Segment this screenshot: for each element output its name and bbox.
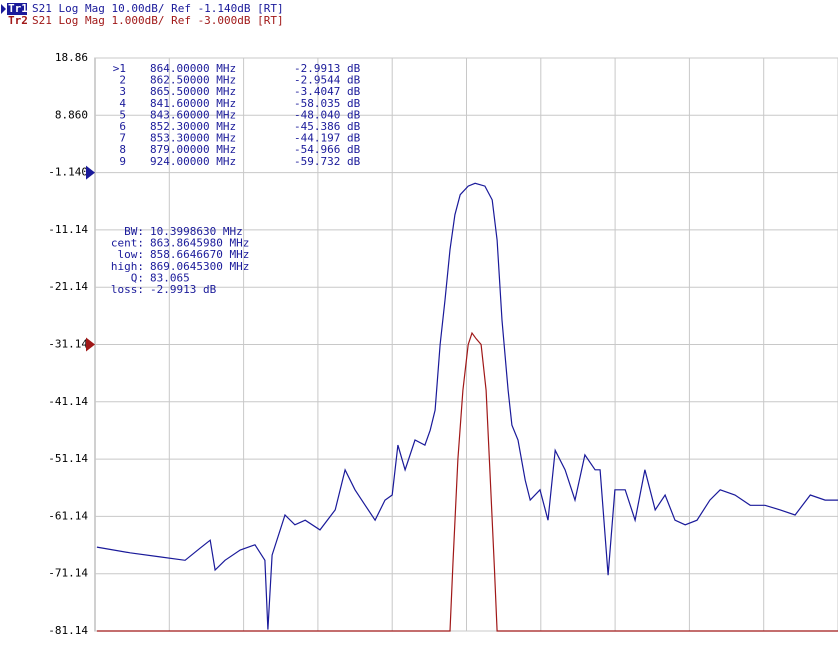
marker-value: -54.966 dB <box>294 143 361 156</box>
marker-value: -45.386 dB <box>294 120 361 133</box>
trace-line <box>96 331 838 632</box>
stat-label: low: <box>118 248 145 261</box>
trace-info: S21 Log Mag 1.000dB/ Ref -3.000dB [RT] <box>32 14 284 27</box>
y-tick-label: -31.14 <box>48 338 88 351</box>
reference-arrow <box>86 165 95 180</box>
marker-value: -58.035 dB <box>294 97 361 110</box>
y-tick-label: -21.14 <box>48 280 88 293</box>
active-trace-box <box>7 3 27 15</box>
marker-value: -3.4047 dB <box>294 85 361 98</box>
marker-id: 4 <box>119 97 126 110</box>
marker-id: 9 <box>119 155 126 168</box>
marker-id: 6 <box>119 120 126 133</box>
trace-name: Tr2 <box>8 14 28 27</box>
marker-frequency: 865.50000 MHz <box>150 85 236 98</box>
stat-label: cent: <box>111 237 144 250</box>
marker-frequency: 843.60000 MHz <box>150 108 236 121</box>
marker-id: 7 <box>119 132 126 145</box>
stat-value: 869.0645300 MHz <box>150 260 249 273</box>
trace-name: Tr1 <box>8 2 28 15</box>
stat-label: high: <box>111 260 144 273</box>
marker-frequency: 924.00000 MHz <box>150 155 236 168</box>
stat-label: Q: <box>131 271 144 284</box>
y-tick-label: 18.86 <box>55 51 88 64</box>
marker-frequency: 862.50000 MHz <box>150 74 236 87</box>
stat-label: loss: <box>111 283 144 296</box>
y-tick-label: 8.860 <box>55 108 88 121</box>
stat-value: 83.065 <box>150 271 190 284</box>
stat-value: 10.3998630 MHz <box>150 225 243 238</box>
trace-info: S21 Log Mag 10.00dB/ Ref -1.140dB [RT] <box>32 2 284 15</box>
marker-frequency: 852.30000 MHz <box>150 120 236 133</box>
y-tick-label: -81.14 <box>48 624 88 637</box>
stat-label: BW: <box>124 225 144 238</box>
marker-frequency: 864.00000 MHz <box>150 62 236 75</box>
marker-id: 2 <box>119 74 126 87</box>
stat-value: 863.8645980 MHz <box>150 237 249 250</box>
marker-id: 3 <box>119 85 126 98</box>
marker-frequency: 853.30000 MHz <box>150 132 236 145</box>
marker-value: -2.9544 dB <box>294 74 361 87</box>
y-tick-label: -51.14 <box>48 452 88 465</box>
marker-value: -59.732 dB <box>294 155 361 168</box>
y-tick-label: -1.140 <box>48 166 88 179</box>
reference-arrow <box>86 337 95 352</box>
y-tick-label: -61.14 <box>48 509 88 522</box>
marker-id: 8 <box>119 143 126 156</box>
stat-value: 858.6646670 MHz <box>150 248 249 261</box>
marker-value: -2.9913 dB <box>294 62 361 75</box>
y-tick-label: -11.14 <box>48 223 88 236</box>
stat-value: -2.9913 dB <box>150 283 217 296</box>
marker-frequency: 841.60000 MHz <box>150 97 236 110</box>
y-tick-label: -71.14 <box>48 567 88 580</box>
trace-line <box>96 182 838 630</box>
marker-frequency: 879.00000 MHz <box>150 143 236 156</box>
marker-value: -48.040 dB <box>294 108 361 121</box>
y-tick-label: -41.14 <box>48 395 88 408</box>
marker-id: 5 <box>119 108 126 121</box>
marker-value: -44.197 dB <box>294 132 361 145</box>
active-trace-arrow <box>1 4 6 14</box>
marker-id: >1 <box>113 62 126 75</box>
